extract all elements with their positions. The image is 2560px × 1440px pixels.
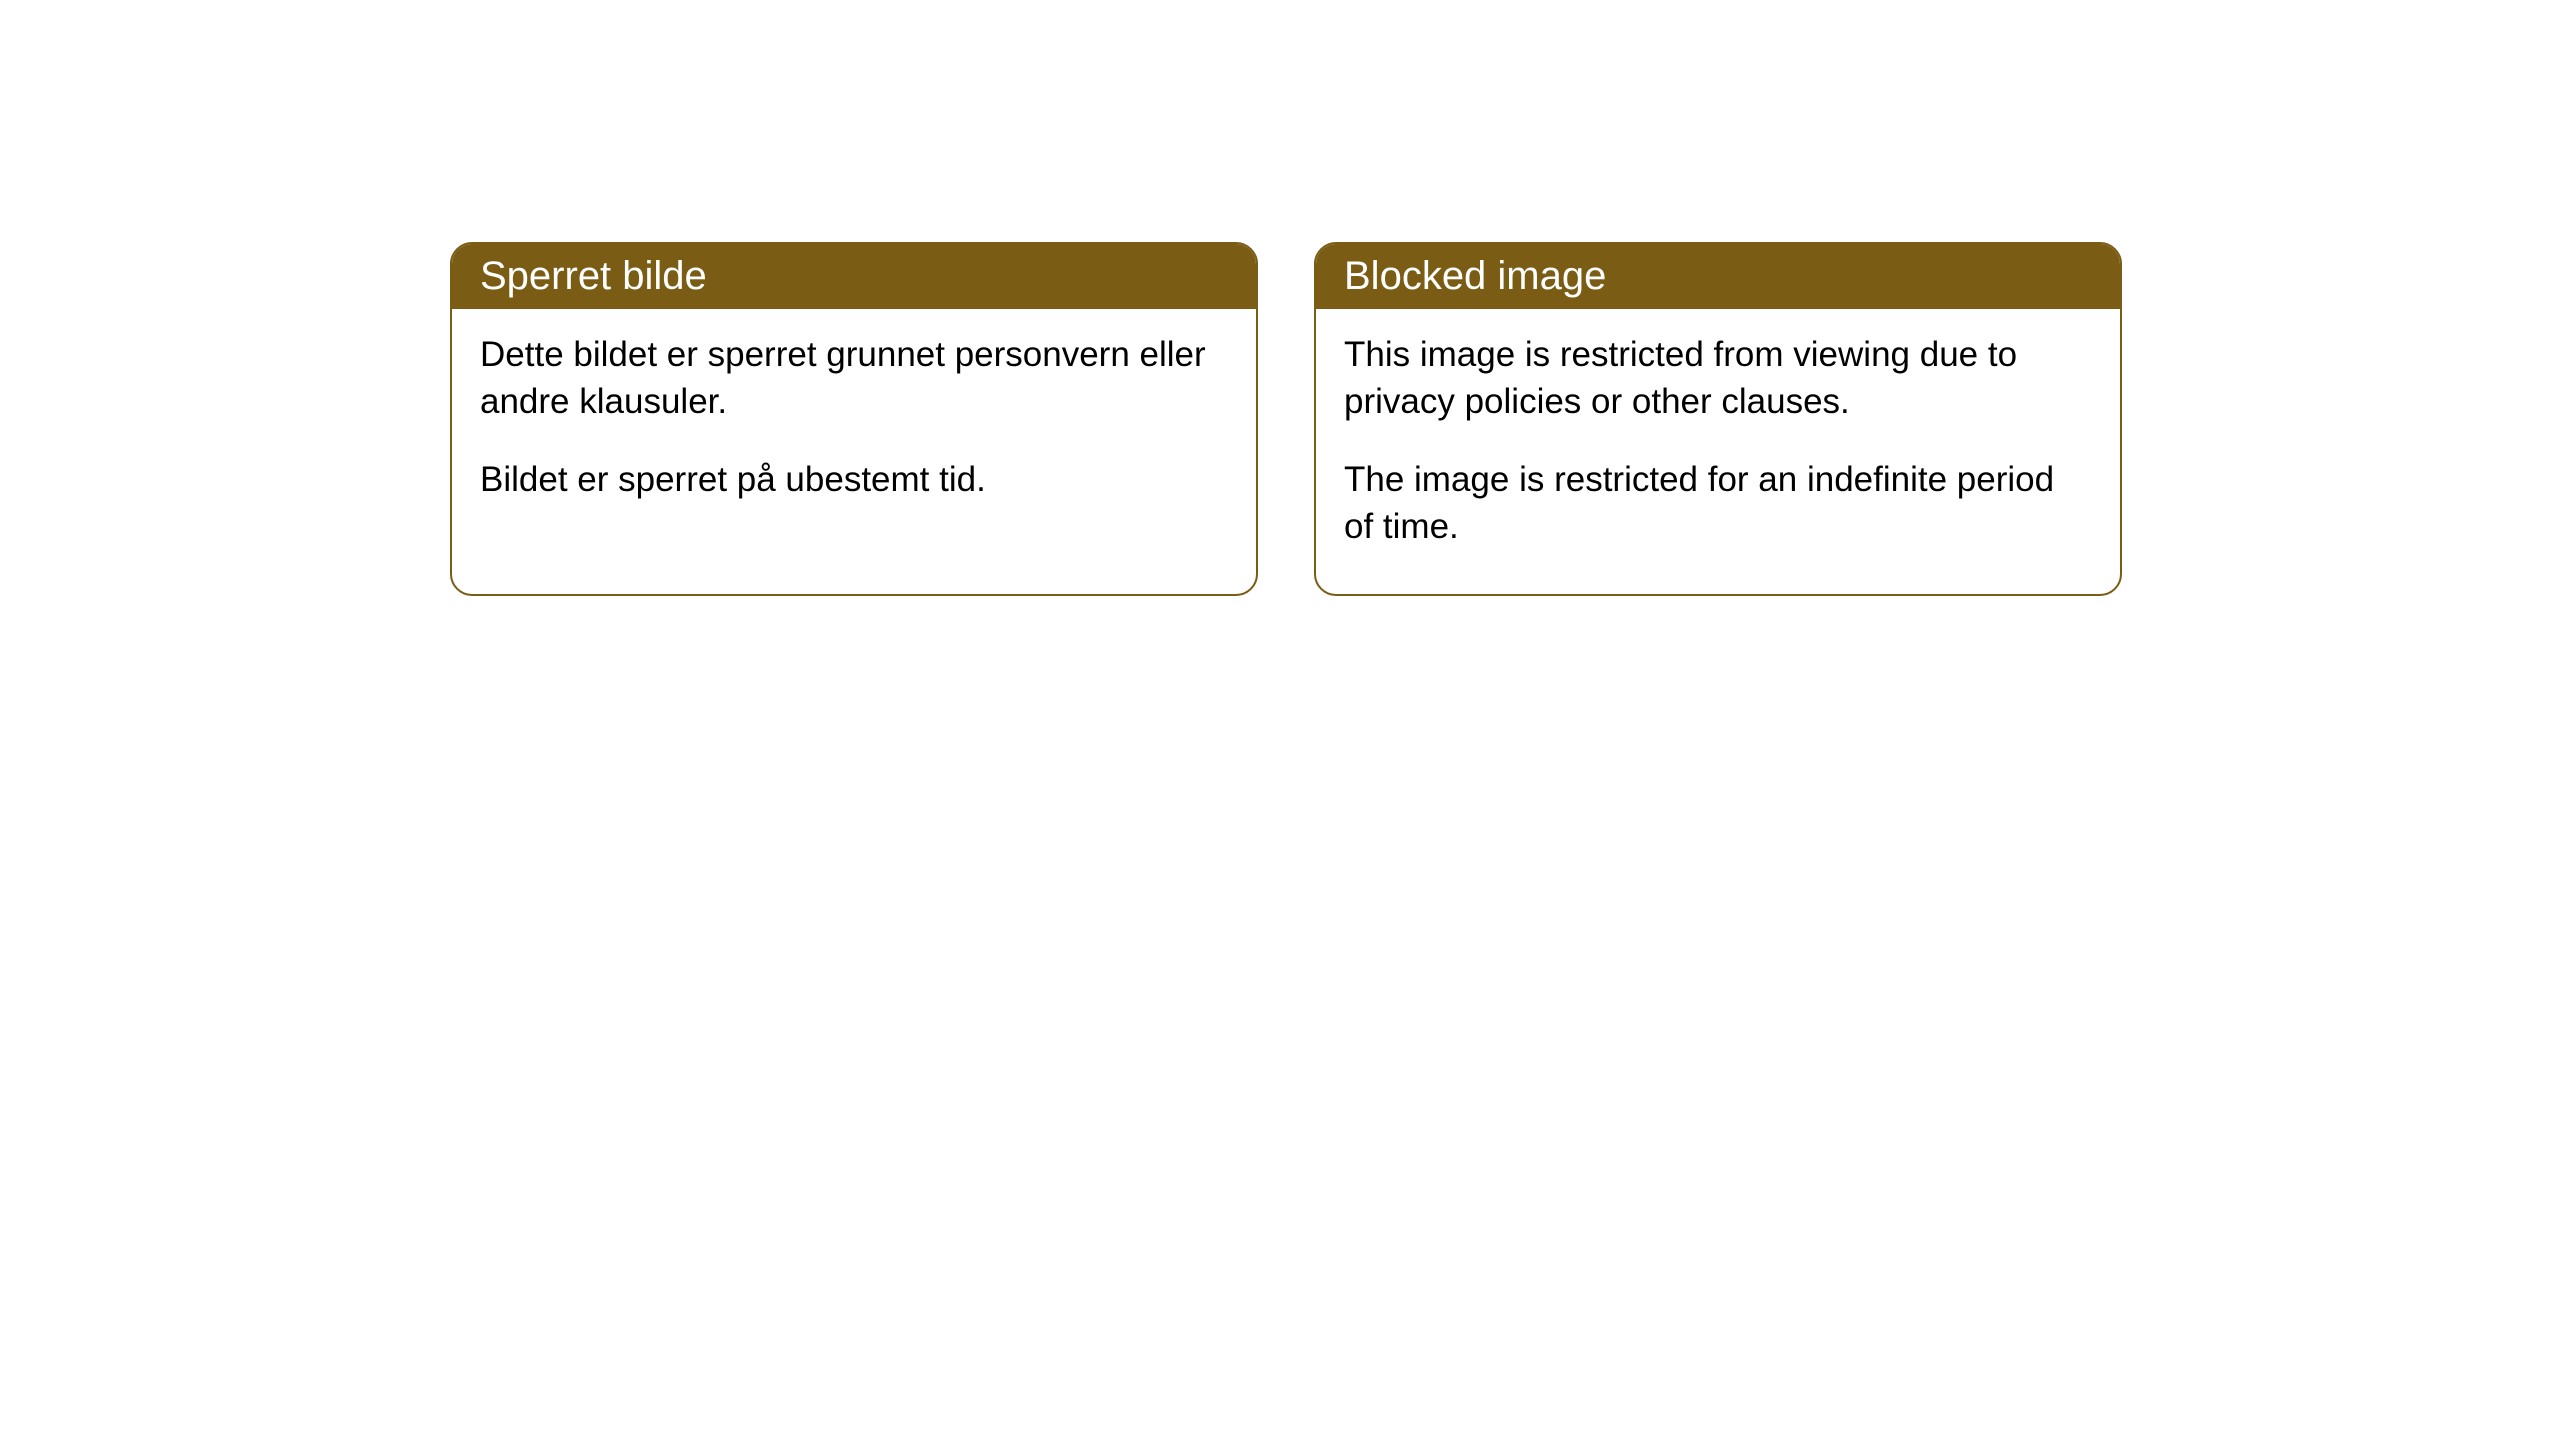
notice-card-norwegian: Sperret bilde Dette bildet er sperret gr… [450,242,1258,596]
notice-cards-container: Sperret bilde Dette bildet er sperret gr… [450,242,2122,596]
card-paragraph: Bildet er sperret på ubestemt tid. [480,456,1228,503]
card-paragraph: This image is restricted from viewing du… [1344,331,2092,426]
card-body: This image is restricted from viewing du… [1316,309,2120,594]
card-title: Blocked image [1344,254,1606,298]
card-paragraph: The image is restricted for an indefinit… [1344,456,2092,551]
card-header: Blocked image [1316,244,2120,309]
card-paragraph: Dette bildet er sperret grunnet personve… [480,331,1228,426]
notice-card-english: Blocked image This image is restricted f… [1314,242,2122,596]
card-body: Dette bildet er sperret grunnet personve… [452,309,1256,547]
card-title: Sperret bilde [480,254,707,298]
card-header: Sperret bilde [452,244,1256,309]
